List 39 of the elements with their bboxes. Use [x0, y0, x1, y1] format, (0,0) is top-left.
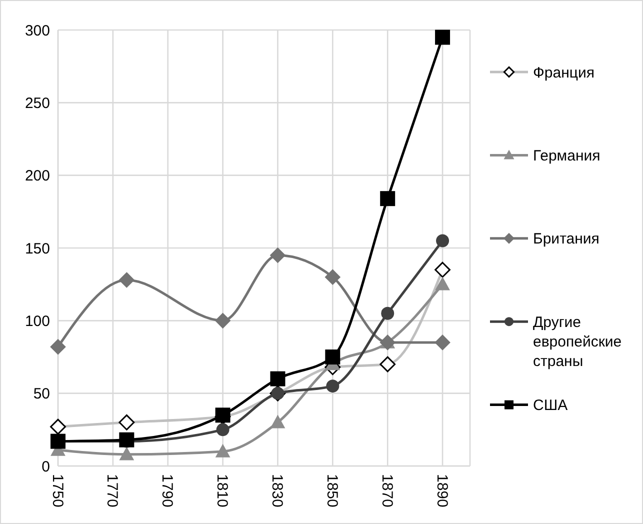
legend-label: Германия: [533, 147, 600, 164]
x-tick-label: 1890: [433, 474, 450, 508]
legend-label: Другие европейские страны: [533, 314, 622, 370]
y-tick-label: 0: [42, 458, 50, 476]
point: [380, 191, 396, 206]
y-tick-label: 250: [24, 94, 50, 112]
point: [215, 312, 230, 328]
legend-label: Франция: [533, 64, 594, 82]
point: [50, 339, 66, 355]
point: [270, 248, 286, 263]
x-tick-label: 1870: [378, 474, 396, 508]
point: [381, 306, 394, 320]
point: [118, 272, 134, 288]
x-tick-label: 1790: [158, 474, 176, 508]
point: [216, 423, 230, 436]
point: [325, 350, 340, 364]
point: [270, 371, 286, 386]
point: [326, 380, 340, 393]
y-tick-label: 100: [24, 312, 50, 330]
legend-label: Британия: [533, 230, 600, 248]
y-tick-label: 300: [24, 22, 50, 40]
x-tick-label: 1770: [104, 474, 121, 508]
point: [324, 269, 340, 285]
y-tick-label: 150: [24, 240, 50, 258]
point: [119, 432, 134, 448]
point: [435, 277, 450, 290]
x-tick-label: 1850: [323, 474, 340, 508]
y-tick-label: 50: [33, 386, 50, 403]
point: [435, 30, 450, 45]
point: [434, 334, 450, 350]
x-tick-label: 1830: [268, 474, 286, 508]
point: [270, 415, 285, 428]
point: [216, 444, 230, 458]
x-tick-label: 1810: [214, 474, 231, 508]
point: [436, 234, 450, 248]
point: [120, 447, 134, 460]
y-tick-label: 200: [24, 168, 50, 185]
x-tick-label: 1750: [48, 474, 66, 508]
legend-label: США: [533, 397, 568, 414]
